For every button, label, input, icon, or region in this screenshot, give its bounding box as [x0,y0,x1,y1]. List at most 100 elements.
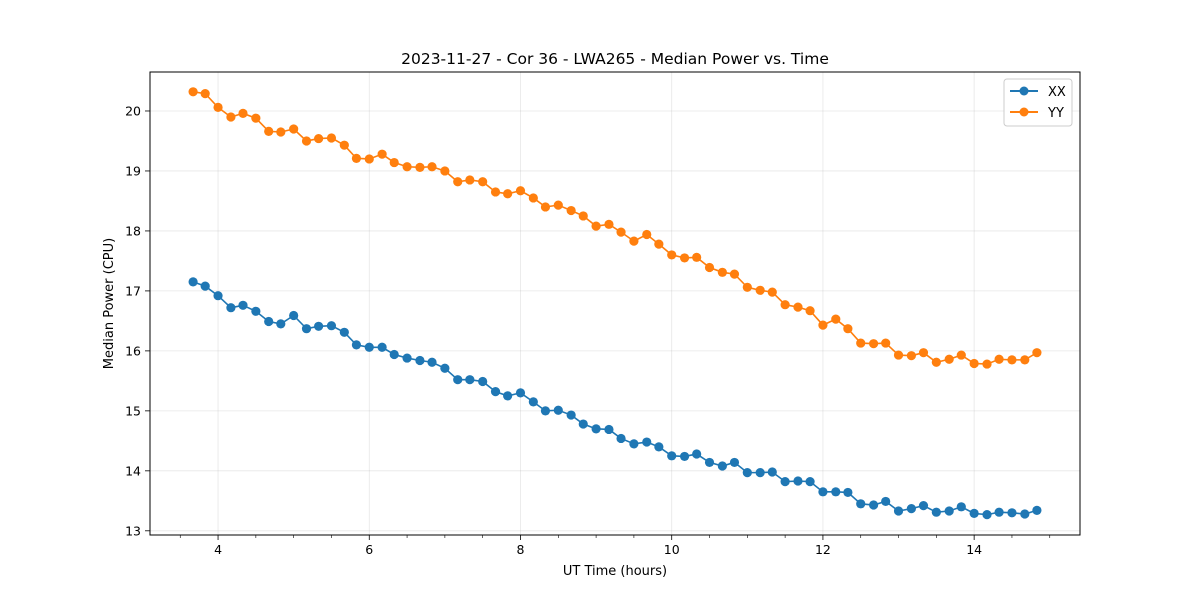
data-point-yy [264,126,274,136]
data-point-xx [213,291,223,301]
data-point-yy [654,239,664,249]
legend-marker-xx [1019,86,1029,96]
data-point-xx [818,487,828,497]
data-point-yy [591,221,601,231]
data-point-yy [465,175,475,185]
data-point-yy [831,314,841,324]
data-point-xx [465,375,475,385]
data-point-xx [994,507,1004,517]
data-point-yy [969,358,979,369]
data-point-xx [389,349,399,360]
series-yy [188,87,1042,369]
legend-label-xx: XX [1048,85,1066,100]
grid-lines [150,72,1080,535]
data-point-yy [843,324,853,334]
data-point-xx [339,327,349,337]
series-xx [188,277,1042,520]
data-point-xx [540,406,551,416]
data-point-yy [326,133,337,143]
data-point-yy [364,154,374,164]
data-point-xx [591,424,601,434]
data-point-xx [729,457,740,468]
data-point-yy [503,189,513,199]
data-point-yy [351,153,362,163]
data-point-xx [629,439,639,449]
data-point-xx [188,277,198,287]
data-point-xx [755,468,765,478]
data-point-yy [793,302,803,312]
data-point-yy [578,211,588,221]
data-point-yy [616,227,626,237]
data-point-xx [868,500,879,510]
data-point-xx [616,433,626,444]
data-point-yy [918,348,929,358]
x-tick-label: 8 [517,542,525,557]
x-tick-label: 6 [365,542,373,557]
series-line-xx [192,281,1038,516]
x-tick-label: 14 [966,542,982,557]
data-point-yy [566,205,576,216]
data-point-xx [200,281,210,291]
x-tick-label: 12 [815,542,831,557]
data-point-yy [956,350,966,360]
data-point-yy [767,287,777,297]
data-point-xx [301,324,312,334]
data-point-xx [528,397,538,407]
data-point-yy [377,149,387,159]
data-point-yy [427,162,437,172]
data-point-xx [717,461,727,471]
data-point-yy [856,338,866,348]
data-point-xx [742,468,752,478]
y-tick-label: 17 [125,283,141,298]
data-point-yy [717,267,727,277]
data-point-yy [515,186,526,196]
data-point-xx [289,310,299,321]
data-point-yy [200,88,210,99]
data-point-xx [264,316,274,327]
data-point-yy [490,187,501,197]
legend: XX YY [1003,78,1073,127]
data-point-xx [490,387,501,397]
data-point-yy [679,253,690,263]
data-point-yy [692,252,702,262]
data-point-xx [427,357,437,367]
data-point-xx [881,496,891,507]
data-point-yy [188,87,198,97]
x-tick-label: 10 [664,542,680,557]
data-point-yy [301,136,312,146]
data-point-xx [843,487,853,498]
data-point-yy [755,285,765,295]
data-point-xx [805,477,815,487]
data-point-xx [251,306,261,316]
axis-ticks: 4 6 8 10 12 14 13 14 15 16 17 18 19 20 [125,103,1051,557]
data-point-xx [503,391,513,401]
data-point-yy [440,166,450,176]
data-point-yy [642,229,652,240]
y-tick-label: 19 [125,163,141,178]
data-point-yy [944,354,954,364]
data-point-xx [906,504,916,514]
data-point-yy [389,157,399,168]
data-point-yy [314,133,324,144]
data-point-xx [226,303,236,313]
data-point-yy [453,177,463,187]
data-point-xx [831,487,841,497]
y-tick-label: 20 [125,103,141,118]
data-point-xx [969,508,979,519]
y-tick-label: 18 [125,223,141,238]
data-point-xx [515,388,526,398]
data-point-yy [402,162,412,172]
data-point-xx [642,437,652,447]
data-point-yy [339,140,349,150]
data-point-xx [314,321,324,331]
data-point-xx [856,499,866,509]
data-point-yy [704,262,715,273]
data-point-xx [453,375,463,385]
data-point-yy [742,282,752,292]
series-layer [188,87,1042,520]
data-point-yy [553,200,563,210]
data-point-xx [402,353,412,363]
data-point-xx [931,507,941,517]
data-point-xx [956,502,966,512]
